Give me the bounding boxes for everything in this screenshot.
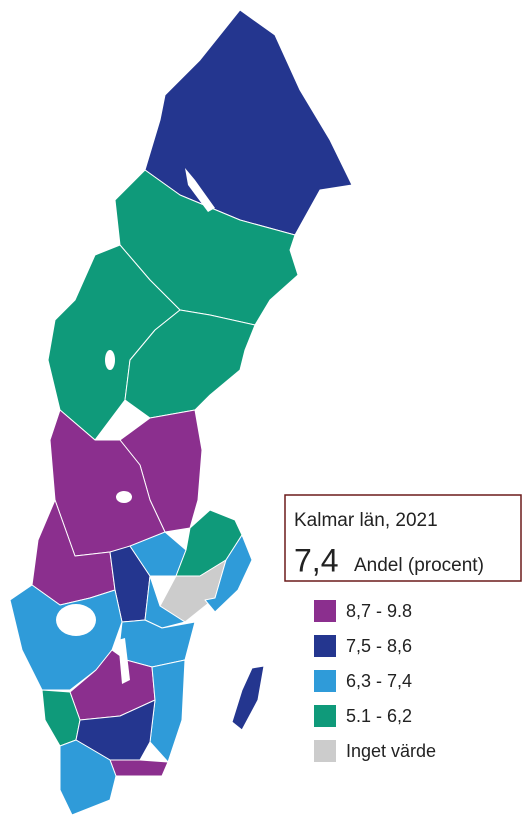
legend-label: 5.1 - 6,2 <box>346 706 412 726</box>
lake <box>105 350 115 370</box>
legend-label: Inget värde <box>346 741 436 761</box>
legend-swatch <box>314 670 336 692</box>
tooltip: Kalmar län, 2021 7,4 Andel (procent) <box>284 494 522 582</box>
legend-label: 6,3 - 7,4 <box>346 671 412 691</box>
legend-label: 7,5 - 8,6 <box>346 636 412 656</box>
region[interactable] <box>9 584 123 691</box>
tooltip-unit: Andel (procent) <box>354 555 484 576</box>
lakes <box>56 168 215 684</box>
tooltip-box <box>284 494 522 582</box>
region[interactable] <box>149 659 186 763</box>
legend-swatch <box>314 600 336 622</box>
region[interactable] <box>231 665 265 731</box>
legend-swatch <box>314 705 336 727</box>
region[interactable] <box>109 759 169 777</box>
region[interactable] <box>124 309 256 419</box>
region[interactable] <box>204 534 253 613</box>
lake <box>56 604 96 636</box>
lake <box>118 638 130 684</box>
legend-swatch <box>314 740 336 762</box>
regions <box>9 9 353 816</box>
region[interactable] <box>144 575 186 629</box>
legend-label: 8,7 - 9.8 <box>346 601 412 621</box>
lake <box>185 168 215 212</box>
lake <box>116 491 132 503</box>
legend-swatch <box>314 635 336 657</box>
tooltip-value: 7,4 <box>294 542 338 578</box>
tooltip-title: Kalmar län, 2021 <box>294 510 438 531</box>
region[interactable] <box>59 739 117 816</box>
legend: 8,7 - 9.8 7,5 - 8,6 6,3 - 7,4 5.1 - 6,2 Inge… <box>314 600 436 762</box>
